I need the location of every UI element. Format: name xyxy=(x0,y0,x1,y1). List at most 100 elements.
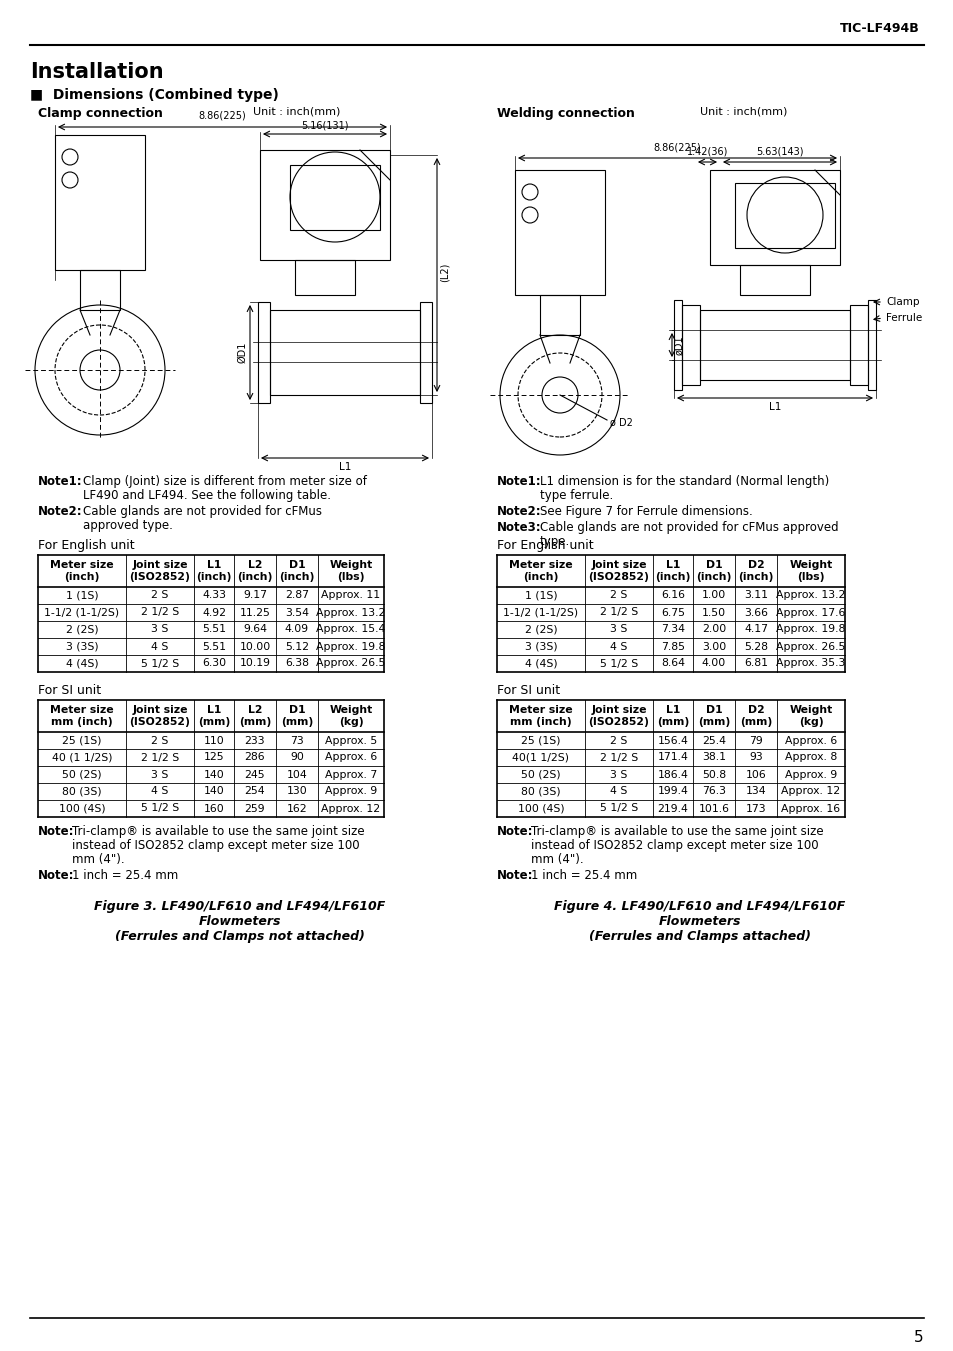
Text: instead of ISO2852 clamp except meter size 100: instead of ISO2852 clamp except meter si… xyxy=(531,839,818,852)
Text: 140: 140 xyxy=(203,770,224,780)
Text: 2.87: 2.87 xyxy=(285,590,309,600)
Text: (L2): (L2) xyxy=(439,262,450,282)
Text: L1: L1 xyxy=(768,403,781,412)
Text: Unit : inch(mm): Unit : inch(mm) xyxy=(253,107,340,118)
Text: D2
(inch): D2 (inch) xyxy=(738,561,773,582)
Text: 8.86(225): 8.86(225) xyxy=(198,111,246,122)
Text: mm (4").: mm (4"). xyxy=(531,852,583,866)
Text: 2 S: 2 S xyxy=(610,590,627,600)
Text: Welding connection: Welding connection xyxy=(497,107,634,120)
Text: 10.00: 10.00 xyxy=(239,642,271,651)
Text: instead of ISO2852 clamp except meter size 100: instead of ISO2852 clamp except meter si… xyxy=(71,839,359,852)
Text: Weight
(kg): Weight (kg) xyxy=(329,705,373,727)
Text: D1
(inch): D1 (inch) xyxy=(279,561,314,582)
Text: Approx. 13.2: Approx. 13.2 xyxy=(316,608,385,617)
Text: D1
(mm): D1 (mm) xyxy=(280,705,313,727)
Text: Note:: Note: xyxy=(497,869,533,882)
Text: Note2:: Note2: xyxy=(497,505,541,517)
Text: Meter size
(inch): Meter size (inch) xyxy=(51,561,113,582)
Text: Ferrule: Ferrule xyxy=(885,313,922,323)
Text: 2 1/2 S: 2 1/2 S xyxy=(599,753,638,762)
Text: Weight
(kg): Weight (kg) xyxy=(788,705,832,727)
Text: Approx. 7: Approx. 7 xyxy=(325,770,376,780)
Text: 1 (1S): 1 (1S) xyxy=(524,590,557,600)
Text: 3.11: 3.11 xyxy=(743,590,767,600)
Text: 90: 90 xyxy=(290,753,304,762)
Text: 50 (2S): 50 (2S) xyxy=(62,770,102,780)
Text: D2
(mm): D2 (mm) xyxy=(740,705,771,727)
Text: 9.64: 9.64 xyxy=(243,624,267,635)
Text: Joint size
(ISO2852): Joint size (ISO2852) xyxy=(130,561,191,582)
Text: 50 (2S): 50 (2S) xyxy=(520,770,560,780)
Text: For English unit: For English unit xyxy=(38,539,134,553)
Text: 4 S: 4 S xyxy=(610,642,627,651)
Text: Weight
(lbs): Weight (lbs) xyxy=(329,561,373,582)
Text: 104: 104 xyxy=(286,770,307,780)
Text: 40 (1 1/2S): 40 (1 1/2S) xyxy=(51,753,112,762)
Text: øD1: øD1 xyxy=(673,335,683,355)
Text: Approx. 19.8: Approx. 19.8 xyxy=(316,642,385,651)
Text: Approx. 26.5: Approx. 26.5 xyxy=(316,658,385,669)
Text: mm (4").: mm (4"). xyxy=(71,852,125,866)
Text: 50.8: 50.8 xyxy=(701,770,725,780)
Text: 100 (4S): 100 (4S) xyxy=(517,804,564,813)
Text: 6.16: 6.16 xyxy=(660,590,684,600)
Text: For SI unit: For SI unit xyxy=(38,684,101,697)
Text: Approx. 16: Approx. 16 xyxy=(781,804,840,813)
Text: 5.51: 5.51 xyxy=(202,624,226,635)
Text: 4 S: 4 S xyxy=(152,786,169,797)
Text: Approx. 9: Approx. 9 xyxy=(784,770,836,780)
Text: 38.1: 38.1 xyxy=(701,753,725,762)
Text: 5.12: 5.12 xyxy=(285,642,309,651)
Text: 3.66: 3.66 xyxy=(743,608,767,617)
Text: type.: type. xyxy=(539,535,570,549)
Text: Meter size
mm (inch): Meter size mm (inch) xyxy=(509,705,572,727)
Text: 3.54: 3.54 xyxy=(285,608,309,617)
Text: 8.86(225): 8.86(225) xyxy=(653,142,700,153)
Text: Clamp: Clamp xyxy=(885,297,919,307)
Text: 130: 130 xyxy=(286,786,307,797)
Text: 1-1/2 (1-1/2S): 1-1/2 (1-1/2S) xyxy=(503,608,578,617)
Text: 3 S: 3 S xyxy=(152,624,169,635)
Text: 100 (4S): 100 (4S) xyxy=(59,804,105,813)
Text: 2 (2S): 2 (2S) xyxy=(524,624,557,635)
Text: Note1:: Note1: xyxy=(38,476,83,488)
Text: 2 1/2 S: 2 1/2 S xyxy=(141,608,179,617)
Text: 1.42(36): 1.42(36) xyxy=(686,146,727,155)
Text: LF490 and LF494. See the following table.: LF490 and LF494. See the following table… xyxy=(83,489,331,503)
Text: Approx. 12: Approx. 12 xyxy=(321,804,380,813)
Text: 3 S: 3 S xyxy=(610,624,627,635)
Text: 8.64: 8.64 xyxy=(660,658,684,669)
Text: L2
(mm): L2 (mm) xyxy=(238,705,271,727)
Text: Note1:: Note1: xyxy=(497,476,541,488)
Text: 199.4: 199.4 xyxy=(657,786,688,797)
Text: Meter size
(inch): Meter size (inch) xyxy=(509,561,572,582)
Text: 7.34: 7.34 xyxy=(660,624,684,635)
Text: Note3:: Note3: xyxy=(497,521,541,534)
Text: 2 1/2 S: 2 1/2 S xyxy=(599,608,638,617)
Text: 2 S: 2 S xyxy=(152,590,169,600)
Text: Joint size
(ISO2852): Joint size (ISO2852) xyxy=(588,705,649,727)
Text: 73: 73 xyxy=(290,735,304,746)
Text: L1
(mm): L1 (mm) xyxy=(657,705,688,727)
Text: Meter size
mm (inch): Meter size mm (inch) xyxy=(51,705,113,727)
Text: 186.4: 186.4 xyxy=(657,770,688,780)
Text: 2 (2S): 2 (2S) xyxy=(66,624,98,635)
Text: Approx. 15.4: Approx. 15.4 xyxy=(316,624,385,635)
Text: 4.17: 4.17 xyxy=(743,624,767,635)
Text: 3.00: 3.00 xyxy=(701,642,725,651)
Text: TIC-LF494B: TIC-LF494B xyxy=(840,22,919,35)
Text: 25 (1S): 25 (1S) xyxy=(520,735,560,746)
Text: 1 inch = 25.4 mm: 1 inch = 25.4 mm xyxy=(71,869,178,882)
Text: ø D2: ø D2 xyxy=(609,417,632,428)
Text: 173: 173 xyxy=(745,804,765,813)
Text: 5: 5 xyxy=(913,1329,923,1346)
Text: Tri-clamp® is available to use the same joint size: Tri-clamp® is available to use the same … xyxy=(531,825,822,838)
Text: L1 dimension is for the standard (Normal length): L1 dimension is for the standard (Normal… xyxy=(539,476,828,488)
Text: 4 S: 4 S xyxy=(152,642,169,651)
Text: 1 (1S): 1 (1S) xyxy=(66,590,98,600)
Text: 6.81: 6.81 xyxy=(743,658,767,669)
Text: 254: 254 xyxy=(244,786,265,797)
Text: 3 S: 3 S xyxy=(152,770,169,780)
Text: 259: 259 xyxy=(244,804,265,813)
